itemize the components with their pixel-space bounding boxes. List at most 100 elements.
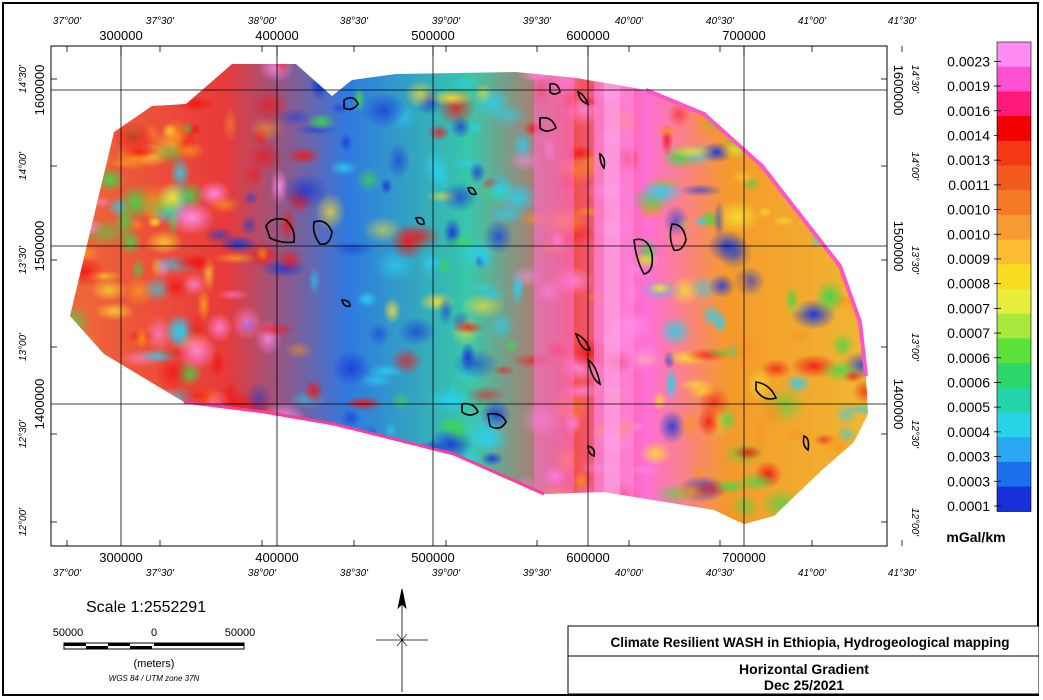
top-dms-label: 40°30' [706,16,735,27]
bottom-dms-label: 40°30' [706,568,735,579]
legend-swatch [997,91,1031,117]
legend-value: 0.0004 [947,424,990,440]
right-dms-label: 13°00' [909,333,920,362]
left-dms-label: 12°00' [18,507,29,536]
project-title: Climate Resilient WASH in Ethiopia, Hydr… [610,635,1009,650]
left-dms-label: 14°30' [18,64,29,93]
top-dms-label: 37°00' [53,16,82,27]
top-utm-label: 600000 [566,28,609,43]
map-title: Horizontal Gradient [739,661,869,677]
legend-swatch [997,387,1031,413]
bottom-utm-label: 700000 [722,550,765,565]
top-utm-labels: 300000 400000 500000 600000 700000 [99,28,766,56]
legend-swatch [997,140,1031,166]
legend-swatch [997,190,1031,216]
scale-tick-left: 50000 [53,627,84,639]
survey-boundary [645,88,868,377]
top-utm-label: 500000 [411,28,454,43]
left-dms-label: 12°30' [18,419,29,448]
top-dms-label: 37°30' [146,16,175,27]
right-dms-label: 12°30' [909,420,920,449]
bottom-dms-label: 40°00' [615,568,644,579]
color-legend: 0.0023 0.0019 0.0016 0.0014 0.0013 0.0011 0.00… [946,41,1032,545]
bottom-dms-label: 37°30' [146,568,175,579]
scale-label: Scale 1:2552291 [86,599,206,616]
left-dms-label: 13°00' [18,332,29,361]
right-dms-label: 12°00' [909,508,920,537]
bottom-utm-label: 300000 [99,550,142,565]
scale-bar: Scale 1:2552291 50000 0 50000 (meters) W… [53,599,256,683]
legend-value: 0.0014 [947,127,990,143]
scale-tick-right: 50000 [225,627,256,639]
bottom-dms-label: 41°30' [888,568,917,579]
right-utm-label: 1600000 [891,65,906,116]
outline-polygons [265,82,810,458]
legend-value: 0.0009 [947,251,990,267]
projection-label: WGS 84 / UTM zone 37N [109,674,200,683]
top-utm-label: 700000 [722,28,765,43]
right-dms-label: 14°30' [909,65,920,94]
bottom-dms-label: 37°00' [53,568,82,579]
legend-swatch [997,66,1031,92]
legend-swatch [997,214,1031,241]
top-dms-label: 38°30' [340,16,369,27]
legend-value: 0.0010 [947,202,990,218]
left-dms-labels: 14°30' 14°00' 13°30' 13°00' 12°30' 12°00' [18,64,57,536]
bottom-dms-label: 39°30' [523,568,552,579]
legend-swatch [997,437,1031,463]
map-date: Dec 25/2021 [764,677,844,693]
legend-value: 0.0008 [947,276,990,292]
legend-value: 0.0016 [947,103,990,119]
legend-value: 0.0013 [947,152,990,168]
legend-swatch [997,313,1031,339]
legend-swatch [997,486,1031,512]
legend-swatch [997,165,1031,191]
left-dms-label: 14°00' [18,151,29,180]
legend-swatch [997,239,1031,265]
legend-value: 0.0003 [947,473,990,489]
left-dms-label: 13°30' [18,245,29,274]
right-dms-label: 14°00' [909,152,920,181]
legend-value: 0.0005 [947,399,990,415]
right-utm-label: 1500000 [891,221,906,272]
right-dms-labels: 14°30' 14°00' 13°30' 13°00' 12°30' 12°00' [881,65,920,537]
legend-swatch [997,264,1031,290]
legend-swatch [997,42,1031,68]
bottom-utm-labels: 300000 400000 500000 600000 700000 [99,550,765,565]
top-utm-label: 300000 [99,28,142,43]
legend-value: 0.0011 [948,177,990,193]
bottom-dms-label: 38°30' [340,568,369,579]
bottom-utm-label: 500000 [411,550,454,565]
right-utm-labels: 1600000 1500000 1400000 [891,65,906,430]
legend-value: 0.0006 [947,374,990,390]
north-arrow-icon [376,588,428,692]
left-utm-label: 1500000 [32,221,47,272]
top-dms-label: 41°30' [888,16,917,27]
legend-value: 0.0007 [947,300,990,316]
top-utm-label: 400000 [255,28,298,43]
legend-value: 0.0001 [947,498,990,514]
scale-tick-zero: 0 [151,627,157,639]
legend-swatch [997,338,1031,364]
bottom-dms-labels: 37°00' 37°30' 38°00' 38°30' 39°00' 39°30' 40°0… [53,540,917,579]
right-utm-label: 1400000 [891,379,906,430]
top-dms-labels: 37°00' 37°30' 38°00' 38°30' 39°00' 39°30' 40°0… [53,16,917,52]
bottom-dms-label: 39°00' [432,568,461,579]
top-dms-label: 40°00' [615,16,644,27]
legend-unit: mGal/km [946,529,1005,545]
top-dms-label: 41°00' [798,16,827,27]
legend-value: 0.0019 [947,78,990,94]
bottom-dms-label: 38°00' [248,568,277,579]
top-dms-label: 39°00' [432,16,461,27]
bottom-utm-label: 600000 [566,550,609,565]
legend-swatch [997,412,1031,438]
legend-value: 0.0006 [947,350,990,366]
scale-units: (meters) [134,658,175,670]
legend-value: 0.0003 [947,449,990,465]
bottom-utm-label: 400000 [255,550,298,565]
legend-value: 0.0010 [947,226,990,242]
legend-swatch [997,363,1031,389]
legend-value: 0.0023 [947,53,990,69]
legend-swatch [997,116,1031,142]
top-dms-label: 39°30' [523,16,552,27]
